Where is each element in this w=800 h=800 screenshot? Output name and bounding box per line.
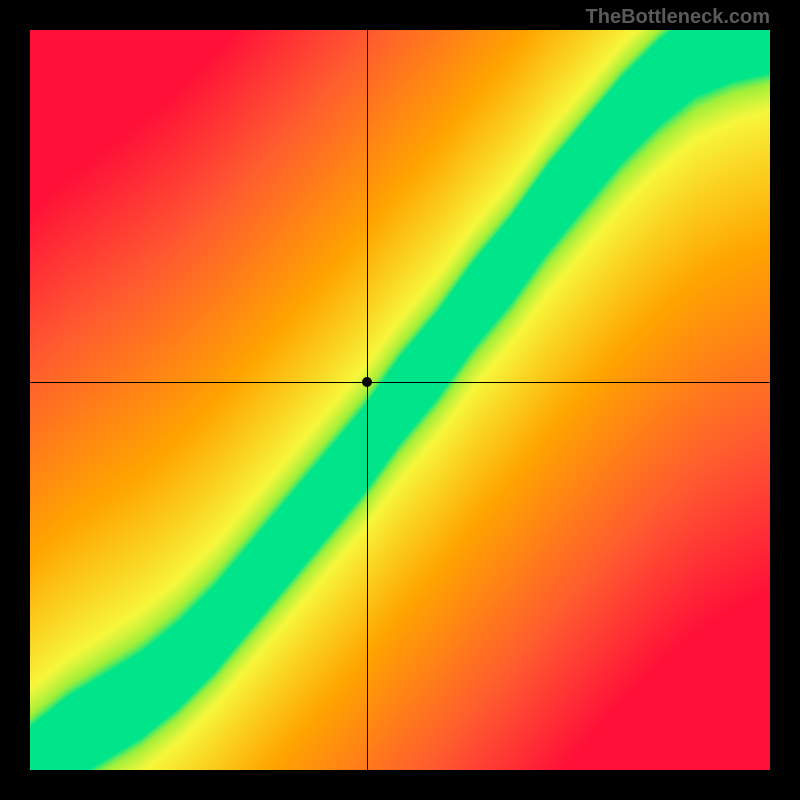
- heatmap-plot: [30, 30, 770, 770]
- crosshair-vertical: [367, 30, 368, 770]
- watermark-text: TheBottleneck.com: [586, 6, 770, 29]
- crosshair-horizontal: [30, 382, 770, 383]
- heatmap-canvas: [30, 30, 770, 770]
- data-point-marker: [362, 377, 372, 387]
